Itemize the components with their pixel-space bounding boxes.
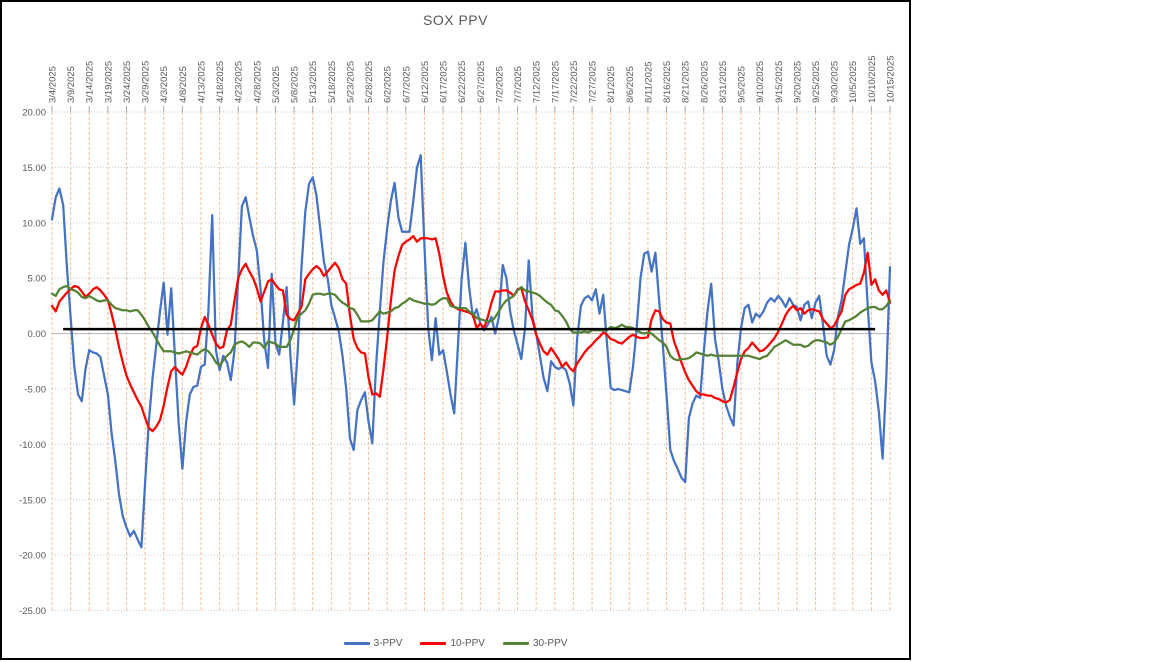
legend-item-30-ppv[interactable]: 30-PPV [502,638,568,649]
x-axis-label: 6/22/2025 [457,61,468,103]
x-axis-label: 9/25/2025 [811,61,822,103]
x-axis-label: 5/3/2025 [271,66,282,103]
x-axis-label: 4/18/2025 [215,61,226,103]
x-axis-label: 3/19/2025 [103,61,114,103]
legend-marker-30-ppv-icon [502,642,529,645]
x-axis-label: 3/29/2025 [141,61,152,103]
y-axis-label: 10.00 [22,218,46,229]
x-axis-label: 8/26/2025 [699,61,710,103]
x-axis-label: 4/8/2025 [178,66,189,103]
x-axis-label: 7/27/2025 [588,61,599,103]
y-axis-label: -25.00 [19,606,46,617]
legend-marker-3-ppv-icon [343,642,370,645]
x-axis-label: 8/11/2025 [643,61,654,103]
y-axis-label: -5.00 [24,384,46,395]
y-axis-label: 0.00 [28,329,47,340]
x-axis-label: 8/31/2025 [718,61,729,103]
y-axis-label: -10.00 [19,440,46,451]
x-axis-label: 9/10/2025 [755,61,766,103]
y-axis-label: 5.00 [28,274,47,285]
x-axis-label: 5/28/2025 [364,61,375,103]
x-axis-label: 9/30/2025 [830,61,841,103]
x-axis-label: 3/9/2025 [66,66,77,103]
x-axis-label: 6/2/2025 [383,66,394,103]
chart-title[interactable]: SOX PPV [423,12,488,28]
series-line-3-ppv[interactable] [50,154,892,549]
legend-label-3-ppv: 3-PPV [373,638,403,649]
series-line-30-ppv[interactable] [50,284,892,367]
chart-frame: SOX PPV 3/4/2025 3/9/2025 3/14/2025 3/19/20… [0,0,911,660]
x-axis-label: 9/15/2025 [774,61,785,103]
x-axis-label: 3/14/2025 [85,61,96,103]
x-axis-label: 7/17/2025 [550,61,561,103]
x-axis-label: 8/16/2025 [662,61,673,103]
y-axis-label: 20.00 [22,108,46,119]
x-axis-label: 7/12/2025 [532,61,543,103]
x-axis-label: 6/12/2025 [420,61,431,103]
legend-label-30-ppv: 30-PPV [532,638,568,649]
x-axis-label: 4/3/2025 [159,66,170,103]
x-axis-label: 8/21/2025 [681,61,692,103]
plot-area[interactable]: 3/4/2025 3/9/2025 3/14/2025 3/19/2025 3/24/2… [2,2,909,658]
x-axis-label: 10/10/2025 [867,55,878,103]
legend-item-3-ppv[interactable]: 3-PPV [343,638,403,649]
x-axis-label: 5/23/2025 [345,61,356,103]
x-axis-label: 7/7/2025 [513,66,524,103]
x-axis-label: 10/15/2025 [886,55,897,103]
x-axis-label: 5/13/2025 [308,61,319,103]
x-axis-label: 6/7/2025 [401,66,412,103]
x-axis-label: 4/23/2025 [234,61,245,103]
y-axis-label: -20.00 [19,551,46,562]
x-axis-label: 6/27/2025 [476,61,487,103]
legend-item-10-ppv[interactable]: 10-PPV [420,638,485,649]
x-axis-label: 4/28/2025 [252,61,263,103]
x-axis-label: 6/17/2025 [439,61,450,103]
legend-marker-10-ppv-icon [420,642,447,645]
x-axis-label: 8/6/2025 [625,66,636,103]
x-axis-label: 9/20/2025 [792,61,803,103]
x-axis-label: 3/24/2025 [122,61,133,103]
x-axis-label: 7/22/2025 [569,61,580,103]
x-axis-label: 3/4/2025 [48,66,59,103]
chart-legend: 3-PPV 10-PPV 30-PPV [2,638,909,649]
x-axis-label: 7/2/2025 [494,66,505,103]
x-axis-label: 5/8/2025 [290,66,301,103]
legend-label-10-ppv: 10-PPV [450,638,485,649]
x-axis-label: 8/1/2025 [606,66,617,103]
x-axis-label: 4/13/2025 [196,61,207,103]
x-axis-label: 5/18/2025 [327,61,338,103]
x-axis-label: 9/5/2025 [737,66,748,103]
x-axis-label: 10/5/2025 [848,61,859,103]
y-axis-label: -15.00 [19,495,46,506]
y-axis-label: 15.00 [22,163,46,174]
